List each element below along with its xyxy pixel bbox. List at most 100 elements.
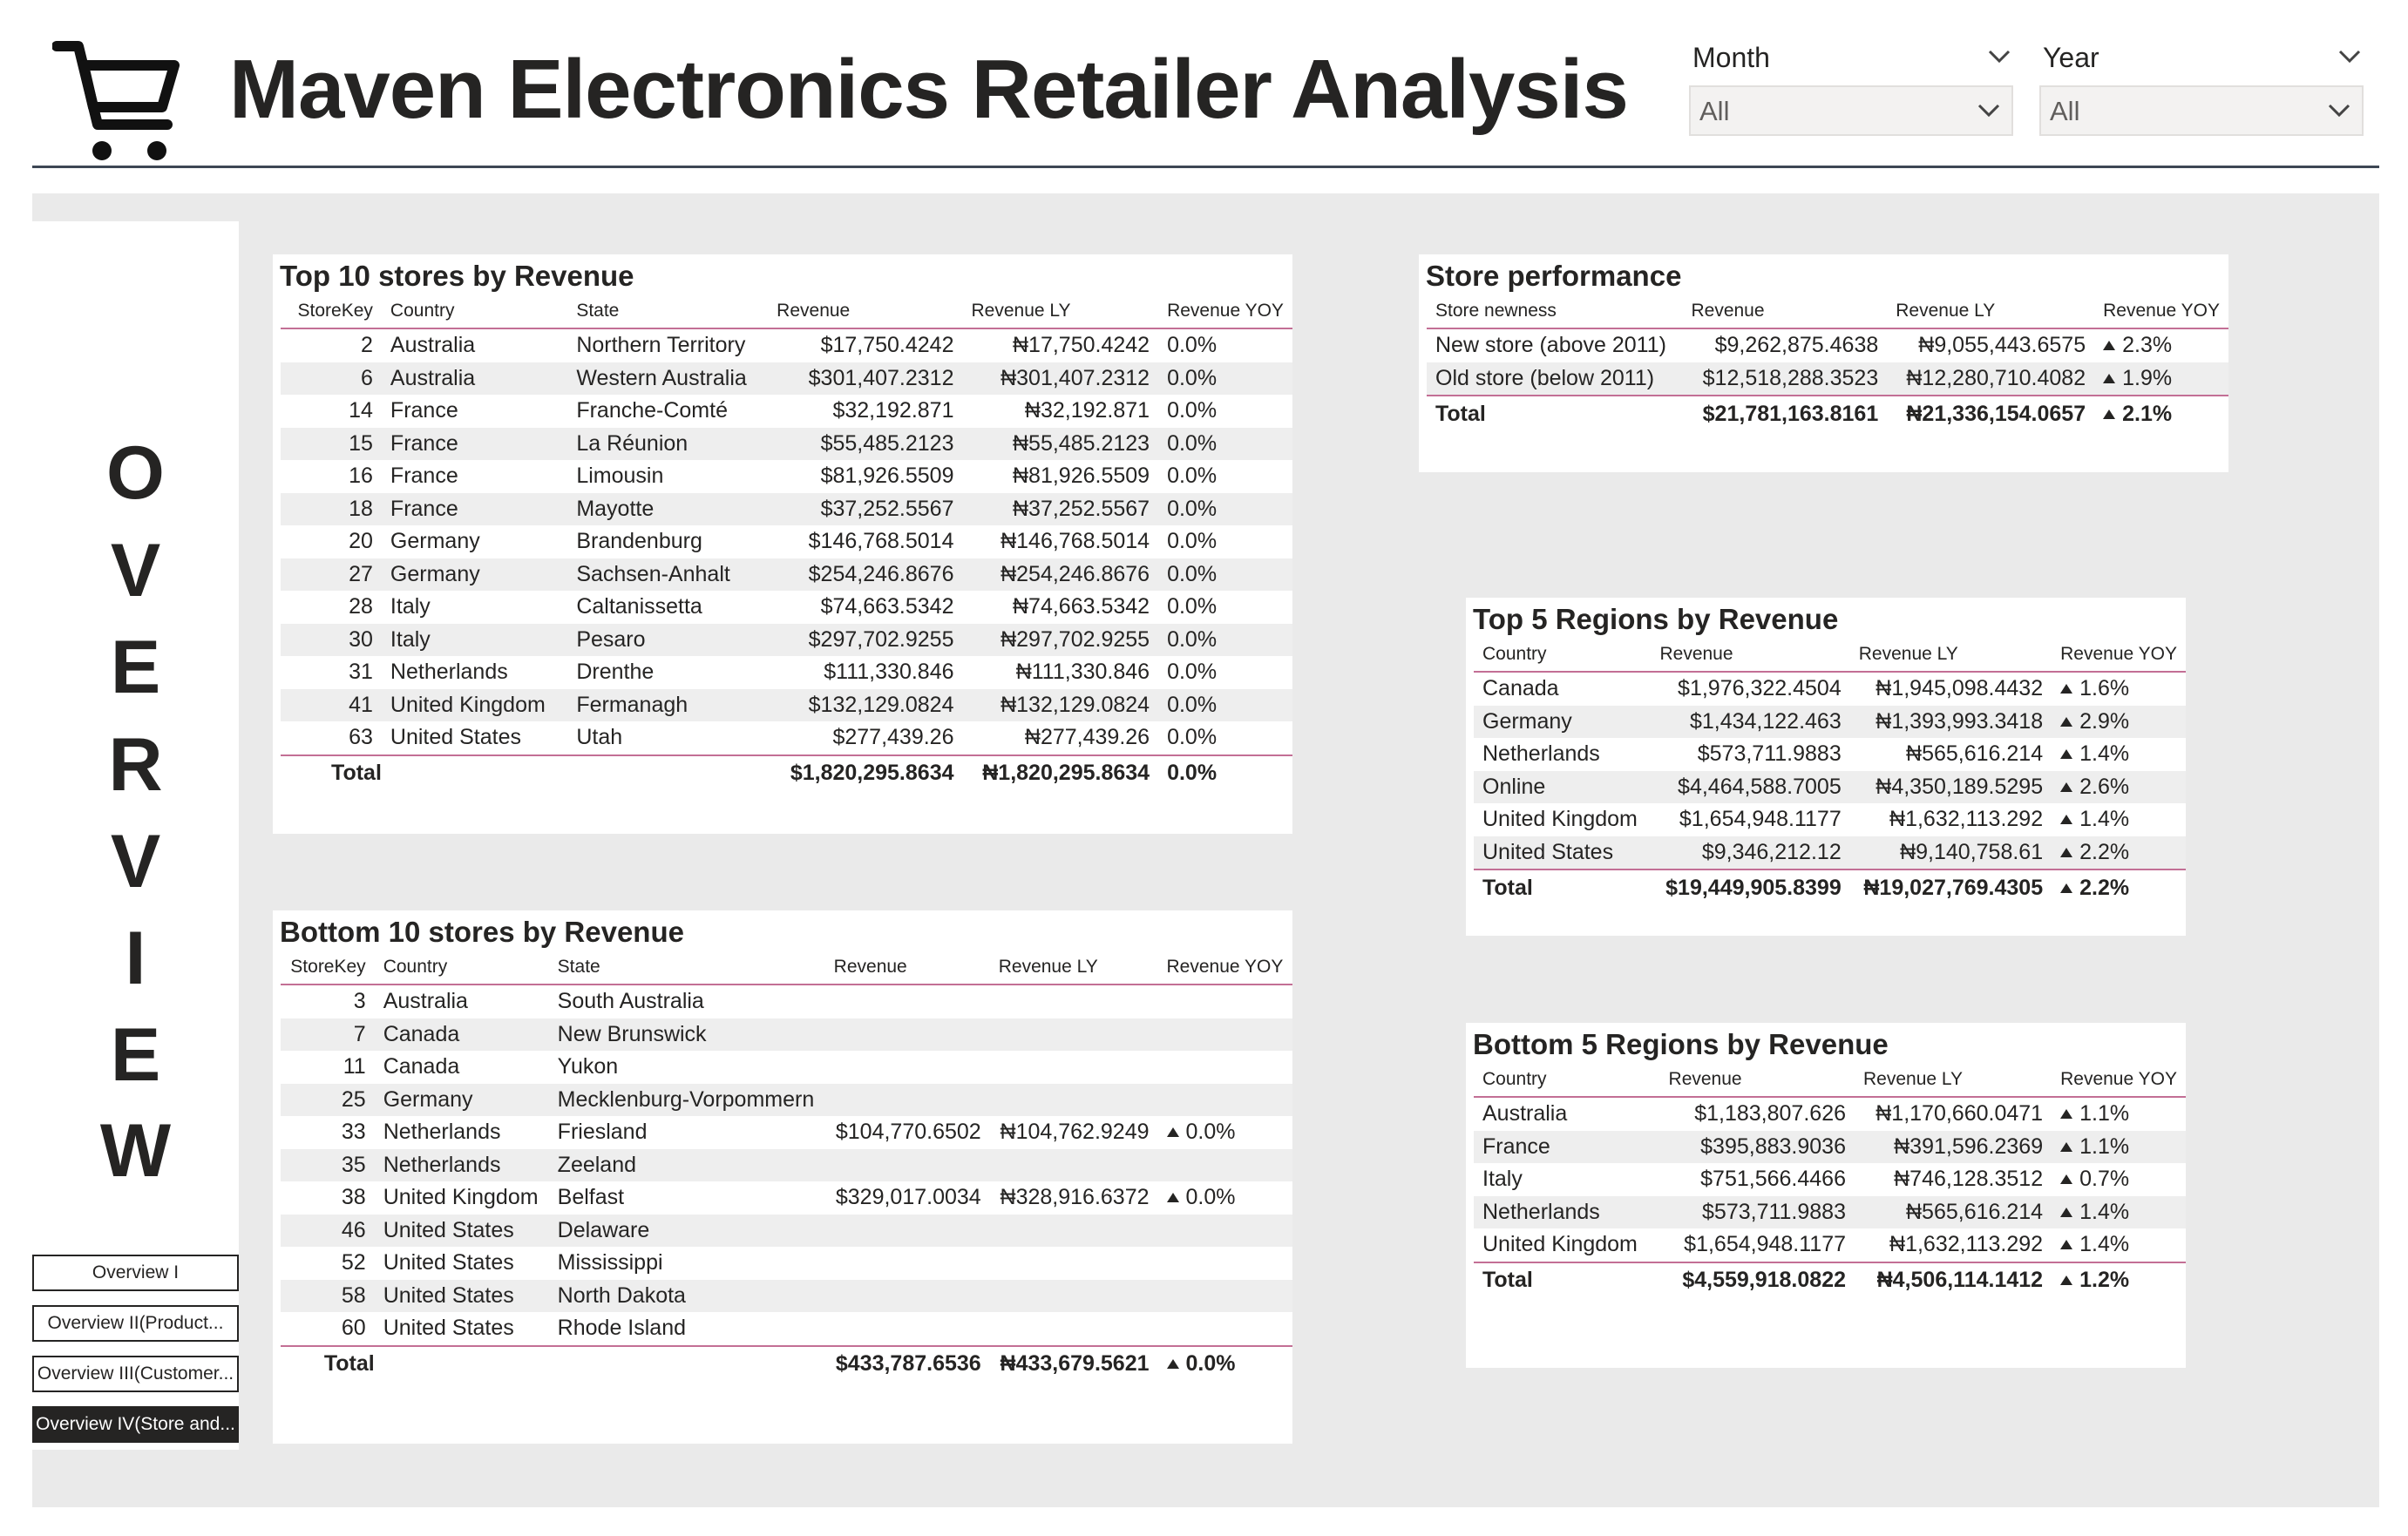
table-row[interactable]: 38 United Kingdom Belfast $329,017.0034 ₦328… xyxy=(281,1181,1292,1215)
col-revenue-cell: $81,926.5509 xyxy=(820,464,954,489)
table-row[interactable]: New store (above 2011) $9,262,875.4638 ₦9,… xyxy=(1427,328,2228,362)
col-revenue-header[interactable]: Revenue xyxy=(1682,294,1888,329)
col-country-header[interactable]: Country xyxy=(1474,638,1652,673)
table-row[interactable]: Australia $1,183,807.626 ₦1,170,660.0471 1.… xyxy=(1474,1097,2186,1131)
table-row[interactable]: 46 United States Delaware xyxy=(281,1214,1292,1247)
table-row[interactable]: 30 Italy Pesaro $297,702.9255 ₦297,702.9255 0… xyxy=(281,623,1292,656)
col-revenue-yoy-cell: 0.0% xyxy=(1167,660,1218,685)
table-row[interactable]: 58 United States North Dakota xyxy=(281,1279,1292,1312)
month-slicer-dropdown[interactable]: All xyxy=(1689,85,2013,136)
nav-button-overview-4[interactable]: Overview IV(Store and... xyxy=(32,1406,239,1443)
table-row[interactable]: 11 Canada Yukon xyxy=(281,1051,1292,1084)
col-storekey-cell: 18 xyxy=(281,492,382,525)
table-row[interactable]: Italy $751,566.4466 ₦746,128.3512 0.7% xyxy=(1474,1163,2186,1196)
table-row[interactable]: 3 Australia South Australia xyxy=(281,985,1292,1018)
table-row[interactable]: Old store (below 2011) $12,518,288.3523 ₦1… xyxy=(1427,362,2228,396)
table-row[interactable]: France $395,883.9036 ₦391,596.2369 1.1% xyxy=(1474,1130,2186,1163)
total-revenue: $19,449,905.8399 xyxy=(1665,875,1842,900)
table-row[interactable]: 28 Italy Caltanissetta $74,663.5342 ₦74,663.… xyxy=(281,591,1292,624)
nav-button-overview-2[interactable]: Overview II(Product... xyxy=(32,1305,239,1342)
table-row[interactable]: 25 Germany Mecklenburg-Vorpommern xyxy=(281,1083,1292,1116)
table-row[interactable]: 2 Australia Northern Territory $17,750.4242… xyxy=(281,328,1292,362)
col-country-header[interactable]: Country xyxy=(374,951,549,985)
col-revenue-yoy-cell xyxy=(1157,1018,1292,1051)
top-regions-table: Country Revenue Revenue LY Revenue YOY Canad… xyxy=(1474,638,2186,905)
col-revenue-ly-cell: ₦297,702.9255 xyxy=(962,623,1159,656)
store-performance-table: Store newness Revenue Revenue LY Revenue YO… xyxy=(1427,294,2228,431)
col-revenue-cell: $297,702.9255 xyxy=(768,623,963,656)
nav-button-overview-1[interactable]: Overview I xyxy=(32,1255,239,1291)
table-row[interactable]: Netherlands $573,711.9883 ₦565,616.214 1.4% xyxy=(1474,738,2186,771)
shopping-cart-icon xyxy=(52,41,180,160)
table-row[interactable]: 35 Netherlands Zeeland xyxy=(281,1148,1292,1181)
col-revenue-header[interactable]: Revenue xyxy=(1651,638,1850,673)
table-row[interactable]: Online $4,464,588.7005 ₦4,350,189.5295 2.6% xyxy=(1474,770,2186,803)
col-storekey-header[interactable]: StoreKey xyxy=(281,951,375,985)
col-revenue-ly-header[interactable]: Revenue LY xyxy=(989,951,1158,985)
col-revenue-yoy-header[interactable]: Revenue YOY xyxy=(2052,638,2186,673)
col-revenue-header[interactable]: Revenue xyxy=(768,294,963,329)
col-country-cell: United Kingdom xyxy=(1482,807,1638,832)
arrow-up-icon xyxy=(2060,847,2073,857)
table-row[interactable]: 16 France Limousin $81,926.5509 ₦81,926.5509… xyxy=(281,460,1292,493)
table-row[interactable]: United States $9,346,212.12 ₦9,140,758.61 2… xyxy=(1474,836,2186,870)
table-row[interactable]: 14 France Franche-Comté $32,192.871 ₦32,192.… xyxy=(281,395,1292,428)
col-country-cell: United States xyxy=(374,1312,549,1347)
col-revenue-yoy-header[interactable]: Revenue YOY xyxy=(2094,294,2228,329)
col-country-header[interactable]: Country xyxy=(1474,1063,1660,1098)
col-storekey-header[interactable]: StoreKey xyxy=(281,294,382,329)
table-row[interactable]: 31 Netherlands Drenthe $111,330.846 ₦111,330… xyxy=(281,656,1292,689)
col-country-header[interactable]: Country xyxy=(381,294,568,329)
col-revenue-ly-header[interactable]: Revenue LY xyxy=(1855,1063,2052,1098)
table-row[interactable]: 7 Canada New Brunswick xyxy=(281,1018,1292,1051)
col-revenue-yoy-cell: 0.0% xyxy=(1158,558,1292,591)
table-row[interactable]: 60 United States Rhode Island xyxy=(281,1312,1292,1347)
table-row[interactable]: 41 United Kingdom Fermanagh $132,129.0824 ₦1… xyxy=(281,688,1292,721)
col-country-cell: United Kingdom xyxy=(383,1185,539,1210)
year-slicer-dropdown[interactable]: All xyxy=(2039,85,2364,136)
month-slicer-value: All xyxy=(1699,96,1730,126)
col-revenue-ly-header[interactable]: Revenue LY xyxy=(1887,294,2095,329)
overview-letter: O xyxy=(106,431,165,515)
nav-button-overview-3[interactable]: Overview III(Customer... xyxy=(32,1356,239,1392)
table-row[interactable]: 27 Germany Sachsen-Anhalt $254,246.8676 ₦254… xyxy=(281,558,1292,591)
table-row[interactable]: 18 France Mayotte $37,252.5567 ₦37,252.5567 0… xyxy=(281,492,1292,525)
panel-title: Bottom 10 stores by Revenue xyxy=(280,916,684,948)
col-revenue-yoy-header[interactable]: Revenue YOY xyxy=(2052,1063,2186,1098)
table-row[interactable]: Netherlands $573,711.9883 ₦565,616.214 1.4% xyxy=(1474,1195,2186,1228)
col-revenue-ly-cell: ₦9,055,443.6575 xyxy=(1918,333,2086,358)
col-revenue-ly-cell xyxy=(989,1018,1158,1051)
col-state-header[interactable]: State xyxy=(548,951,825,985)
col-revenue-ly-cell: ₦9,140,758.61 xyxy=(1849,836,2052,870)
col-revenue-ly-header[interactable]: Revenue LY xyxy=(1849,638,2052,673)
col-state-cell: Western Australia xyxy=(567,362,769,395)
chevron-down-icon[interactable] xyxy=(2337,49,2362,64)
panel-title: Bottom 5 Regions by Revenue xyxy=(1473,1028,1889,1060)
table-row[interactable]: 6 Australia Western Australia $301,407.2312… xyxy=(281,362,1292,395)
col-state-header[interactable]: State xyxy=(567,294,769,329)
total-revenue: $4,559,918.0822 xyxy=(1682,1268,1846,1292)
col-storekey-cell: 25 xyxy=(281,1083,375,1116)
table-row[interactable]: 63 United States Utah $277,439.26 ₦277,439.2… xyxy=(281,721,1292,756)
col-revenue-cell: $301,407.2312 xyxy=(768,362,963,395)
col-revenue-yoy-header[interactable]: Revenue YOY xyxy=(1157,951,1292,985)
table-row[interactable]: 52 United States Mississippi xyxy=(281,1247,1292,1280)
col-revenue-header[interactable]: Revenue xyxy=(1659,1063,1855,1098)
table-row[interactable]: Canada $1,976,322.4504 ₦1,945,098.4432 1.6% xyxy=(1474,672,2186,706)
col-revenue-ly-cell: ₦81,926.5509 xyxy=(1012,464,1150,489)
table-row[interactable]: United Kingdom $1,654,948.1177 ₦1,632,113.… xyxy=(1474,803,2186,836)
table-row[interactable]: 33 Netherlands Friesland $104,770.6502 ₦104,… xyxy=(281,1116,1292,1149)
col-revenue-yoy-header[interactable]: Revenue YOY xyxy=(1158,294,1292,329)
chevron-down-icon[interactable] xyxy=(1987,49,2011,64)
table-row[interactable]: United Kingdom $1,654,948.1177 ₦1,632,113.… xyxy=(1474,1228,2186,1263)
col-store-newness-header[interactable]: Store newness xyxy=(1427,294,1683,329)
table-row[interactable]: 20 Germany Brandenburg $146,768.5014 ₦146,76… xyxy=(281,525,1292,558)
col-revenue-header[interactable]: Revenue xyxy=(824,951,990,985)
col-revenue-cell: $4,464,588.7005 xyxy=(1651,770,1850,803)
table-row[interactable]: Germany $1,434,122.463 ₦1,393,993.3418 2.9% xyxy=(1474,705,2186,738)
table-row[interactable]: 15 France La Réunion $55,485.2123 ₦55,485.21… xyxy=(281,427,1292,460)
col-state-cell: Zeeland xyxy=(548,1148,825,1181)
col-revenue-ly-header[interactable]: Revenue LY xyxy=(962,294,1159,329)
col-storekey-cell: 31 xyxy=(349,660,373,685)
col-revenue-ly-cell: ₦4,350,189.5295 xyxy=(1849,770,2052,803)
